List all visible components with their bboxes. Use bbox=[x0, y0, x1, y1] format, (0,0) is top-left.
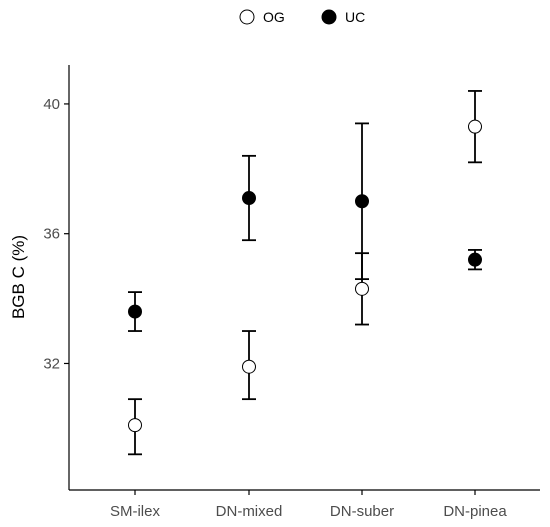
legend-uc-marker bbox=[321, 9, 337, 25]
uc-point bbox=[355, 194, 369, 209]
y-tick-label: 40 bbox=[43, 96, 60, 113]
y-axis: BGB C (%) 32 36 40 bbox=[9, 65, 70, 490]
series-uc bbox=[128, 122, 482, 332]
og-point bbox=[468, 119, 482, 134]
x-ticks: SM-ilex DN-mixed DN-suber DN-pinea bbox=[110, 490, 507, 520]
x-axis: SM-ilex DN-mixed DN-suber DN-pinea bbox=[69, 489, 540, 520]
y-ticks: 32 36 40 bbox=[43, 96, 69, 372]
legend-og-label: OG bbox=[263, 9, 285, 25]
legend-uc-label: UC bbox=[345, 9, 365, 25]
uc-point bbox=[468, 252, 482, 267]
og-point bbox=[128, 418, 142, 433]
og-point bbox=[355, 281, 369, 296]
x-tick-label: DN-suber bbox=[330, 503, 394, 520]
y-axis-title: BGB C (%) bbox=[9, 235, 28, 319]
legend: OG UC bbox=[239, 9, 365, 25]
legend-og-marker bbox=[239, 9, 255, 25]
og-point bbox=[242, 359, 256, 374]
series-og bbox=[128, 90, 482, 456]
x-tick-label: SM-ilex bbox=[110, 503, 161, 520]
x-tick-label: DN-mixed bbox=[216, 503, 283, 520]
plot-area bbox=[128, 90, 482, 456]
y-tick-label: 32 bbox=[43, 355, 60, 372]
uc-point bbox=[242, 191, 256, 206]
x-tick-label: DN-pinea bbox=[443, 503, 507, 520]
y-tick-label: 36 bbox=[43, 226, 60, 243]
uc-point bbox=[128, 304, 142, 319]
